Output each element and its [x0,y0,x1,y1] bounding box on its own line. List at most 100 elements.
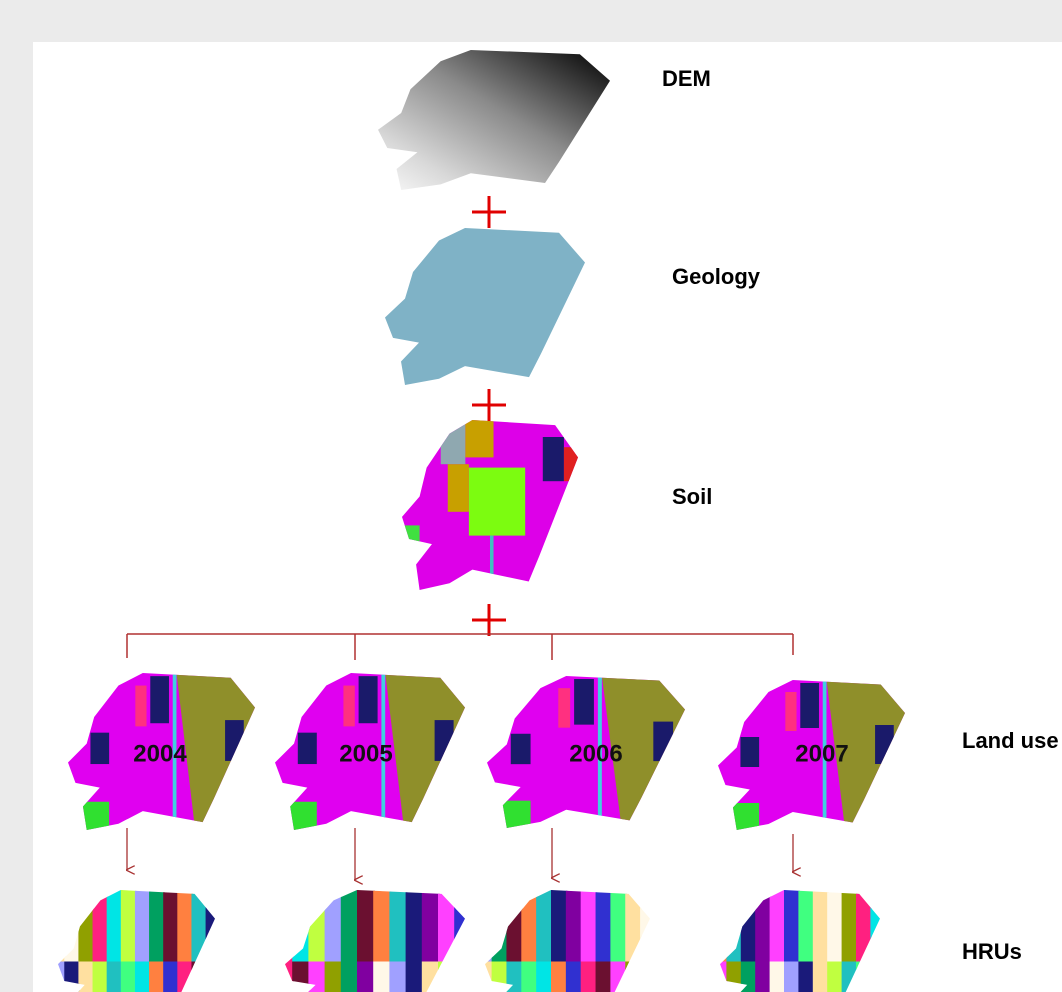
patch [740,737,760,767]
patch [755,890,772,962]
patch [536,890,553,962]
patch [308,961,327,992]
patch [551,961,568,992]
patch [510,733,531,765]
patch [324,890,343,962]
patch [521,961,538,992]
patch [149,890,165,962]
patch [610,890,627,962]
patch [135,685,147,727]
plus-signs [472,196,506,636]
patch [358,676,378,724]
patch [373,890,392,962]
patch [769,890,786,962]
patch [551,890,568,962]
patch [172,673,177,830]
patch [357,961,375,992]
patch [134,890,151,962]
patch [78,961,95,992]
patch [324,961,343,992]
patch [92,961,109,992]
year-label: 2005 [339,740,392,767]
patch [465,420,494,458]
patch [405,890,424,962]
patch [625,890,642,962]
patch [150,676,169,724]
patch [640,890,651,962]
patch [438,890,456,962]
patch [856,890,872,962]
patch [163,961,179,992]
patch [454,890,465,962]
patch [755,961,772,992]
patch [798,890,815,962]
patch [297,732,317,765]
patch [769,961,786,992]
patch [574,679,594,725]
patch [597,676,602,828]
patch [506,961,523,992]
patch [521,890,538,962]
hru-label: HRUs [962,939,1022,964]
patch [542,437,564,482]
patch [149,961,165,992]
patch [798,961,815,992]
patch [421,890,440,962]
patch [389,961,408,992]
patch [340,890,359,962]
patch [595,961,613,992]
patch [389,890,408,962]
years: 2004 2005 2006 2007 [133,740,848,767]
patch [90,732,110,765]
patch [558,688,571,728]
patch [784,961,800,992]
patch [870,890,881,962]
patch [784,890,800,962]
patch [812,961,829,992]
patch [120,961,137,992]
patch [827,961,844,992]
patch [565,890,583,962]
patch [468,467,526,536]
patch [580,890,598,962]
patch [565,961,583,992]
patch [373,961,392,992]
layer-label: Geology [672,264,761,289]
year-label: 2007 [795,740,848,767]
patch [134,961,151,992]
patch [163,890,179,962]
patch [357,890,375,962]
year-label: 2004 [133,740,187,767]
patch [343,685,355,727]
patch [740,961,757,992]
patch [177,890,194,962]
patch [106,890,123,962]
patch [92,890,109,962]
patch [490,535,494,590]
patch [447,464,469,512]
patch [381,673,386,830]
patch [580,961,598,992]
patch [785,692,797,731]
patch [812,890,829,962]
patch [800,683,819,728]
patch [841,890,858,962]
patch [405,961,424,992]
patch [205,890,215,962]
maps [58,50,905,992]
arrows [127,828,793,880]
year-label: 2006 [569,740,622,767]
patch [340,961,359,992]
patch [120,890,137,962]
land-use-label: Land use [962,728,1059,753]
patch [822,680,827,830]
layer-label: DEM [662,66,711,91]
patch [536,961,553,992]
patch [595,890,613,962]
patch [191,890,208,962]
patch [827,890,844,962]
layer-label: Soil [672,484,712,509]
bracket [126,633,794,660]
patch [106,961,123,992]
